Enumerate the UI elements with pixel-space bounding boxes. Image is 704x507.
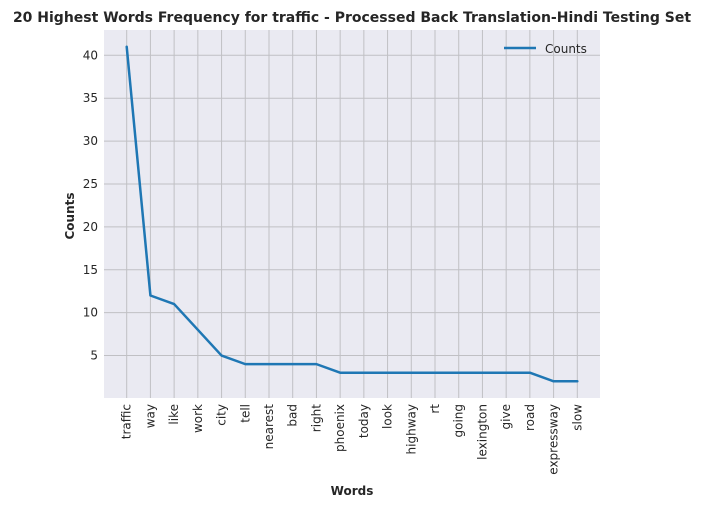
x-tick-label: rt xyxy=(428,404,442,414)
legend: Counts xyxy=(504,42,587,56)
y-tick-label: 10 xyxy=(83,306,98,320)
x-tick-label: right xyxy=(309,404,323,432)
x-tick-label: phoenix xyxy=(333,404,347,452)
series-line xyxy=(125,45,579,383)
y-tick-label: 25 xyxy=(83,177,98,191)
x-tick-label: city xyxy=(215,404,229,426)
y-tick-label: 35 xyxy=(83,91,98,105)
x-axis-label: Words xyxy=(331,484,374,498)
y-tick-label: 30 xyxy=(83,134,98,148)
x-tick-label: nearest xyxy=(262,404,276,450)
y-tick-label: 15 xyxy=(83,263,98,277)
x-tick-labels: traffic way like work city tell nearest bad righ… xyxy=(120,404,585,475)
x-tick-label: highway xyxy=(404,404,418,454)
x-tick-label: slow xyxy=(570,404,584,431)
plot-area xyxy=(104,30,600,398)
x-tick-label: look xyxy=(381,404,395,429)
y-axis-label: Counts xyxy=(63,192,77,239)
x-tick-label: give xyxy=(499,404,513,429)
x-tick-label: way xyxy=(143,404,157,428)
x-tick-label: today xyxy=(357,404,371,438)
y-tick-label: 40 xyxy=(83,48,98,62)
x-tick-label: expressway xyxy=(547,404,561,475)
y-tick-labels: 5 10 15 20 25 30 35 40 xyxy=(83,48,98,362)
x-tick-label: road xyxy=(523,404,537,431)
x-tick-label: traffic xyxy=(120,404,134,439)
x-tick-label: going xyxy=(452,404,466,438)
x-tick-label: like xyxy=(167,404,181,425)
legend-label: Counts xyxy=(545,42,587,56)
y-tick-label: 20 xyxy=(83,220,98,234)
y-tick-label: 5 xyxy=(90,349,98,363)
series-layer xyxy=(125,45,579,383)
x-tick-label: lexington xyxy=(475,404,489,460)
x-tick-label: bad xyxy=(286,404,300,427)
x-tick-label: work xyxy=(191,404,205,433)
x-gridlines xyxy=(126,30,578,398)
x-tick-label: tell xyxy=(238,404,252,423)
chart-title: 20 Highest Words Frequency for traffic -… xyxy=(13,10,691,26)
y-gridlines xyxy=(104,54,600,357)
